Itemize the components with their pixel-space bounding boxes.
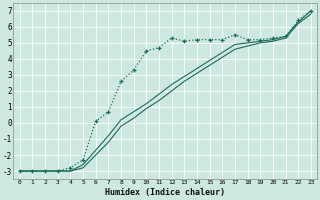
- X-axis label: Humidex (Indice chaleur): Humidex (Indice chaleur): [105, 188, 225, 197]
